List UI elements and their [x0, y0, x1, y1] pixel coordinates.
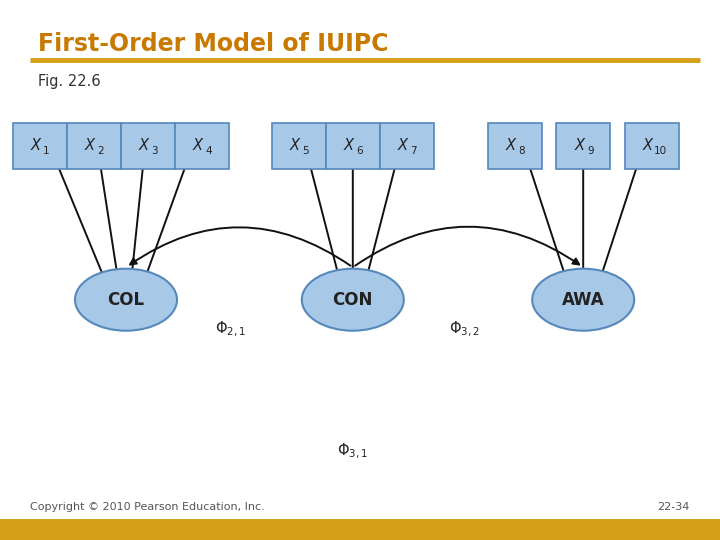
- FancyBboxPatch shape: [13, 123, 66, 169]
- Ellipse shape: [532, 269, 634, 330]
- Text: $\mathit{X}$: $\mathit{X}$: [397, 137, 410, 153]
- Text: $\Phi_{3,1}$: $\Phi_{3,1}$: [338, 441, 368, 461]
- Text: 5: 5: [302, 146, 309, 156]
- FancyBboxPatch shape: [325, 123, 380, 169]
- Ellipse shape: [302, 269, 404, 330]
- Text: 3: 3: [151, 146, 158, 156]
- Text: $\mathit{X}$: $\mathit{X}$: [343, 137, 356, 153]
- FancyBboxPatch shape: [272, 123, 325, 169]
- Text: 2: 2: [97, 146, 104, 156]
- Text: $\mathit{X}$: $\mathit{X}$: [574, 137, 587, 153]
- Text: $\Phi_{2,1}$: $\Phi_{2,1}$: [215, 320, 246, 339]
- Text: 1: 1: [43, 146, 50, 156]
- Text: Fig. 22.6: Fig. 22.6: [38, 74, 101, 89]
- FancyBboxPatch shape: [557, 123, 611, 169]
- Text: $\mathit{X}$: $\mathit{X}$: [192, 137, 205, 153]
- Text: 10: 10: [654, 146, 667, 156]
- Text: $\mathit{X}$: $\mathit{X}$: [505, 137, 518, 153]
- Text: $\mathit{X}$: $\mathit{X}$: [138, 137, 151, 153]
- FancyBboxPatch shape: [625, 123, 679, 169]
- Text: 6: 6: [356, 146, 363, 156]
- Text: 8: 8: [518, 146, 525, 156]
- FancyBboxPatch shape: [0, 519, 720, 540]
- Text: 9: 9: [587, 146, 593, 156]
- Text: Copyright © 2010 Pearson Education, Inc.: Copyright © 2010 Pearson Education, Inc.: [30, 502, 265, 512]
- Text: First-Order Model of IUIPC: First-Order Model of IUIPC: [38, 32, 389, 56]
- Text: CON: CON: [333, 291, 373, 309]
- Ellipse shape: [75, 269, 177, 330]
- FancyBboxPatch shape: [380, 123, 433, 169]
- FancyBboxPatch shape: [121, 123, 174, 169]
- Text: $\mathit{X}$: $\mathit{X}$: [289, 137, 302, 153]
- FancyBboxPatch shape: [175, 123, 229, 169]
- Text: AWA: AWA: [562, 291, 605, 309]
- Text: $\Phi_{3,2}$: $\Phi_{3,2}$: [449, 320, 480, 339]
- FancyBboxPatch shape: [488, 123, 541, 169]
- Text: COL: COL: [107, 291, 145, 309]
- FancyBboxPatch shape: [67, 123, 121, 169]
- Text: 7: 7: [410, 146, 417, 156]
- Text: 4: 4: [205, 146, 212, 156]
- Text: $\mathit{X}$: $\mathit{X}$: [84, 137, 97, 153]
- Text: 22-34: 22-34: [657, 502, 690, 512]
- Text: $\mathit{X}$: $\mathit{X}$: [642, 137, 655, 153]
- Text: $\mathit{X}$: $\mathit{X}$: [30, 137, 43, 153]
